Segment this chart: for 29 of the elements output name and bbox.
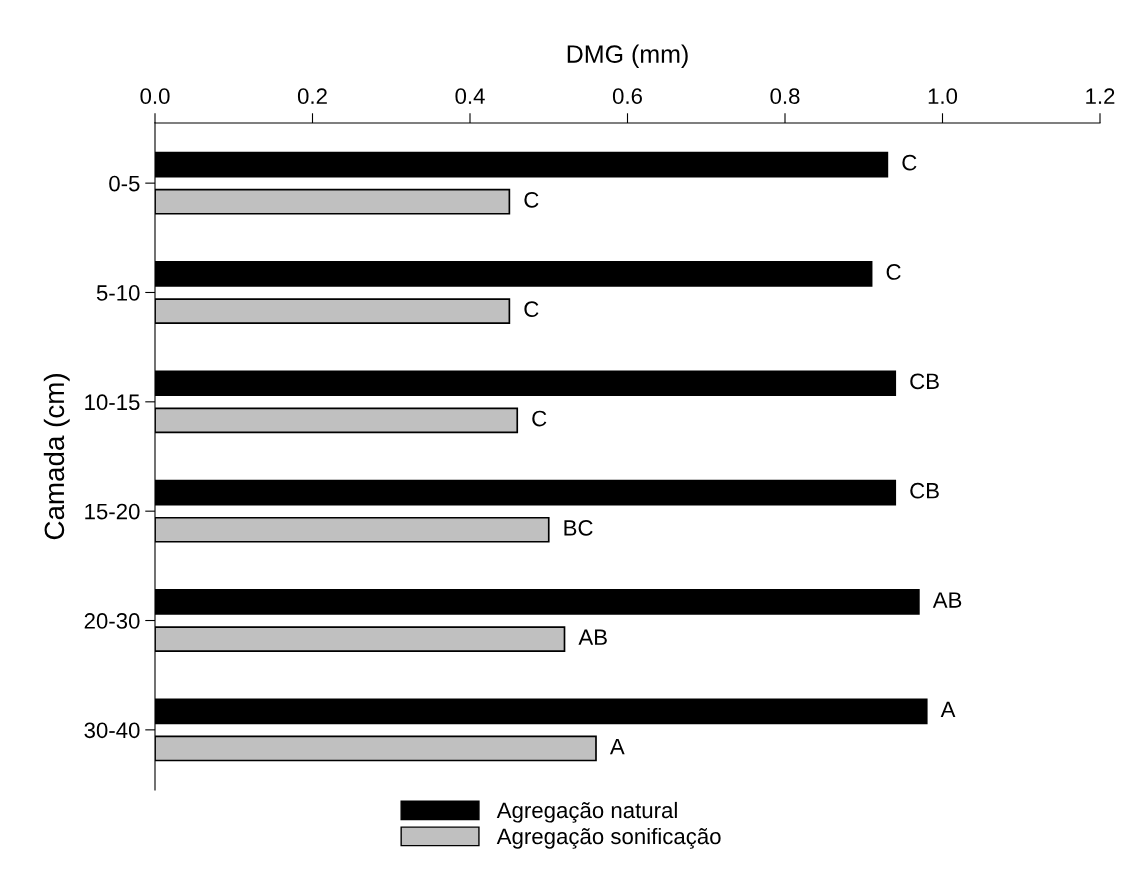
legend-label: Agregação sonificação xyxy=(496,827,721,849)
y-tick-label: 30-40 xyxy=(84,722,140,739)
data-label: BC xyxy=(564,519,593,536)
data-label: C xyxy=(886,264,901,280)
x-tick-label: 1.0 xyxy=(928,88,958,105)
data-label: C xyxy=(532,410,547,427)
x-tick-label: 0.0 xyxy=(140,88,170,105)
x-tick-label: 1.2 xyxy=(1086,88,1115,104)
y-tick-label: 10-15 xyxy=(85,394,140,411)
data-label: CB xyxy=(910,482,939,499)
data-label: CB xyxy=(910,373,939,390)
x-tick-label: 0.6 xyxy=(612,88,642,105)
x-tick-label: 0.2 xyxy=(297,88,327,105)
data-label: C xyxy=(902,154,917,171)
data-label: AB xyxy=(578,629,607,645)
x-axis-title: DMG (mm) xyxy=(567,44,688,68)
x-tick-label: 0.8 xyxy=(770,88,800,105)
legend-label: Agregação natural xyxy=(496,801,677,823)
x-tick-label: 0.4 xyxy=(455,88,485,105)
y-axis-title: Camada (cm) xyxy=(43,374,70,540)
data-label: C xyxy=(524,301,539,318)
y-tick-label: 0-5 xyxy=(109,175,140,192)
data-label: A xyxy=(940,701,956,718)
data-label: A xyxy=(609,738,625,755)
data-label: C xyxy=(524,191,539,208)
y-tick-label: 20-30 xyxy=(84,613,140,629)
data-label: AB xyxy=(932,592,962,608)
y-tick-label: 15-20 xyxy=(85,503,140,520)
y-tick-label: 5-10 xyxy=(96,285,140,301)
